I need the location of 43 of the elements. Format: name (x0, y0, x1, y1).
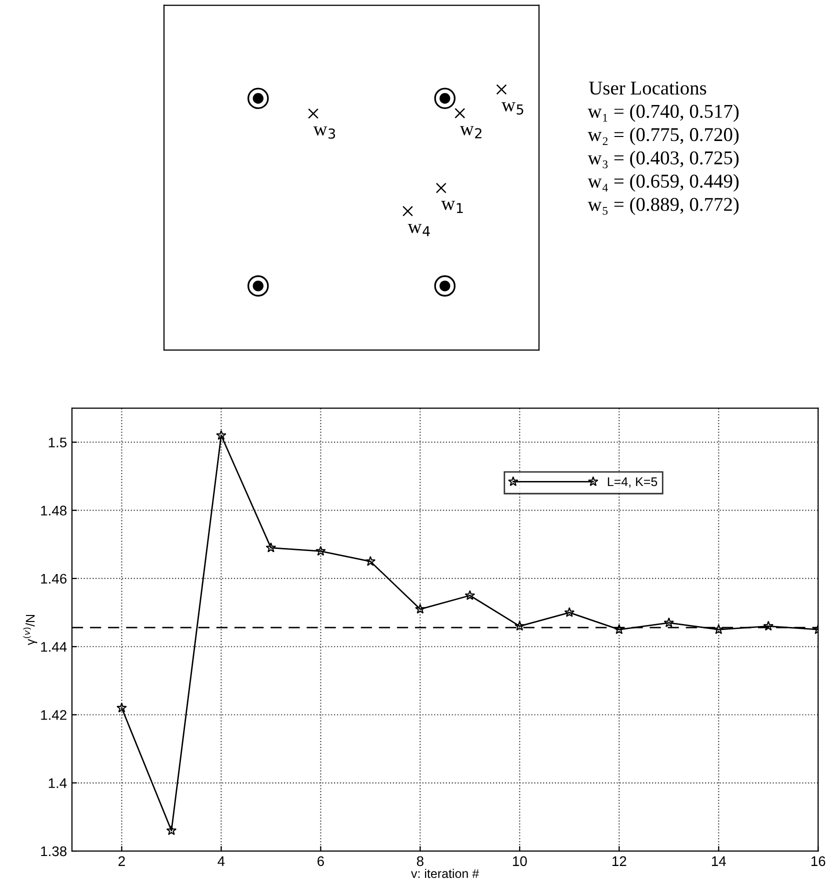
x-tick-label: 4 (218, 856, 225, 866)
x-tick-label: 2 (118, 856, 125, 866)
y-tick-label: 1.48 (41, 506, 66, 516)
legend-label: L=4, K=5 (608, 477, 658, 488)
x-tick-label: 16 (811, 856, 826, 866)
point (414, 604, 426, 614)
text: w$_{4}$ (408, 224, 430, 236)
point (166, 825, 177, 836)
y-axis-title: γ$^{(v)}$/N (23, 615, 38, 646)
x-axis-title: v: iteration # (411, 868, 480, 878)
text: w$_{3}$ (313, 126, 336, 139)
y-tick-label: 1.5 (48, 438, 67, 448)
point (514, 620, 525, 631)
point (664, 617, 674, 628)
point (316, 546, 326, 556)
x-tick-label: 12 (612, 856, 626, 866)
point (116, 702, 127, 712)
point (713, 624, 724, 634)
text: w₃ = (0.403, 0.725) (588, 150, 739, 168)
point (216, 430, 226, 440)
point (365, 556, 376, 566)
y-tick-label: 1.46 (41, 574, 66, 584)
point (266, 542, 276, 552)
x-tick-label: 6 (318, 856, 324, 866)
y-tick-label: 1.4 (48, 778, 67, 788)
text: w$_{5}$ (502, 102, 524, 115)
point (564, 607, 575, 618)
point (464, 590, 476, 600)
y-tick-label: 1.38 (41, 846, 66, 856)
text: User Locations (589, 82, 706, 95)
point (763, 620, 774, 631)
y-tick-label: 1.42 (41, 710, 66, 720)
text: w₅ = (0.889, 0.772) (588, 197, 739, 215)
x-tick-label: 8 (416, 856, 424, 866)
text: w₄ = (0.659, 0.449) (588, 174, 739, 192)
text: w₁ = (0.740, 0.517) (588, 104, 739, 122)
point (614, 624, 624, 634)
x-tick-label: 14 (712, 856, 726, 866)
text: w₂ = (0.775, 0.720) (588, 127, 739, 146)
y-tick-label: 1.44 (41, 642, 67, 652)
x-tick-label: 10 (513, 856, 527, 866)
text: w$_{2}$ (460, 126, 482, 138)
text: w$_{1}$ (441, 200, 463, 214)
